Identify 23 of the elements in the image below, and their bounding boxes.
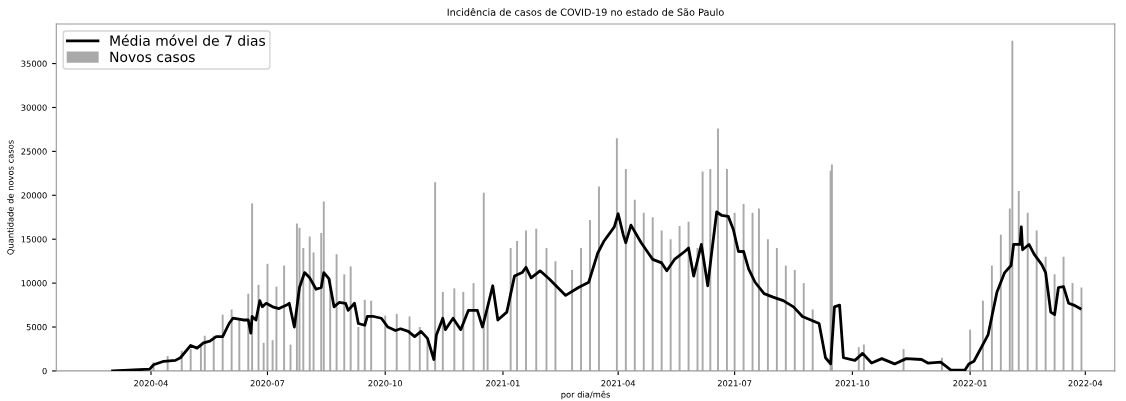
y-tick-label: 15000 bbox=[21, 236, 47, 243]
y-tick-label: 20000 bbox=[21, 192, 47, 199]
x-tick-label: 2022-01 bbox=[953, 380, 987, 387]
y-tick-label: 25000 bbox=[21, 148, 47, 155]
legend-label: Média móvel de 7 dias bbox=[110, 34, 266, 46]
y-tick-label: 30000 bbox=[21, 104, 47, 111]
legend-label: Novos casos bbox=[110, 51, 195, 63]
x-tick-label: 2020-10 bbox=[368, 380, 403, 387]
x-tick-label: 2022-04 bbox=[1068, 380, 1103, 387]
x-tick-label: 2021-01 bbox=[486, 380, 520, 387]
y-tick-label: 35000 bbox=[21, 60, 47, 67]
line-series bbox=[111, 210, 1082, 371]
x-tick-label: 2020-07 bbox=[250, 380, 285, 387]
x-tick-label: 2021-04 bbox=[601, 380, 636, 387]
x-tick-label: 2020-04 bbox=[134, 380, 168, 387]
y-tick-label: 10000 bbox=[21, 280, 47, 287]
y-axis-title: Quantidade de novos casos bbox=[7, 140, 15, 255]
x-tick-label: 2021-07 bbox=[717, 380, 752, 387]
y-tick-label: 5000 bbox=[26, 324, 47, 331]
x-axis-title: por dia/mês bbox=[561, 390, 610, 400]
x-tick-label: 2021-10 bbox=[835, 380, 870, 387]
chart-title: Incidência de casos de COVID-19 no estado de São Paulo bbox=[447, 7, 724, 16]
y-tick-label: 0 bbox=[42, 367, 47, 375]
